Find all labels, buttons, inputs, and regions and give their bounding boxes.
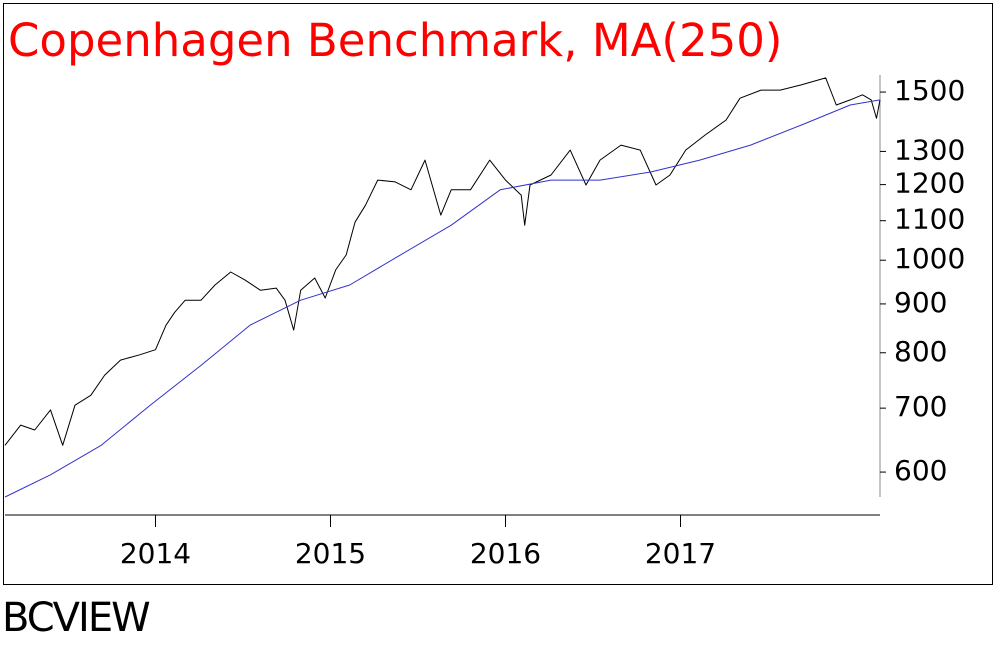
y-tick-label: 1500 [894, 74, 965, 107]
y-tick-label: 1000 [894, 242, 965, 275]
footer-label: BCVIEW [2, 595, 150, 641]
y-tick-label: 600 [894, 454, 947, 487]
chart-title: Copenhagen Benchmark, MA(250) [8, 14, 782, 67]
y-tick-label: 700 [894, 390, 947, 423]
y-tick-label: 800 [894, 335, 947, 368]
y-tick-label: 1300 [894, 133, 965, 166]
chart-frame [3, 3, 993, 585]
series-line [4, 77, 881, 446]
x-tick-label: 2014 [120, 537, 191, 570]
x-tick-label: 2015 [295, 537, 366, 570]
y-tick-label: 1200 [894, 167, 965, 200]
y-tick-label: 1100 [894, 203, 965, 236]
x-tick-label: 2016 [470, 537, 541, 570]
series-line [4, 99, 881, 498]
x-tick-label: 2017 [645, 537, 716, 570]
y-tick-label: 900 [894, 286, 947, 319]
